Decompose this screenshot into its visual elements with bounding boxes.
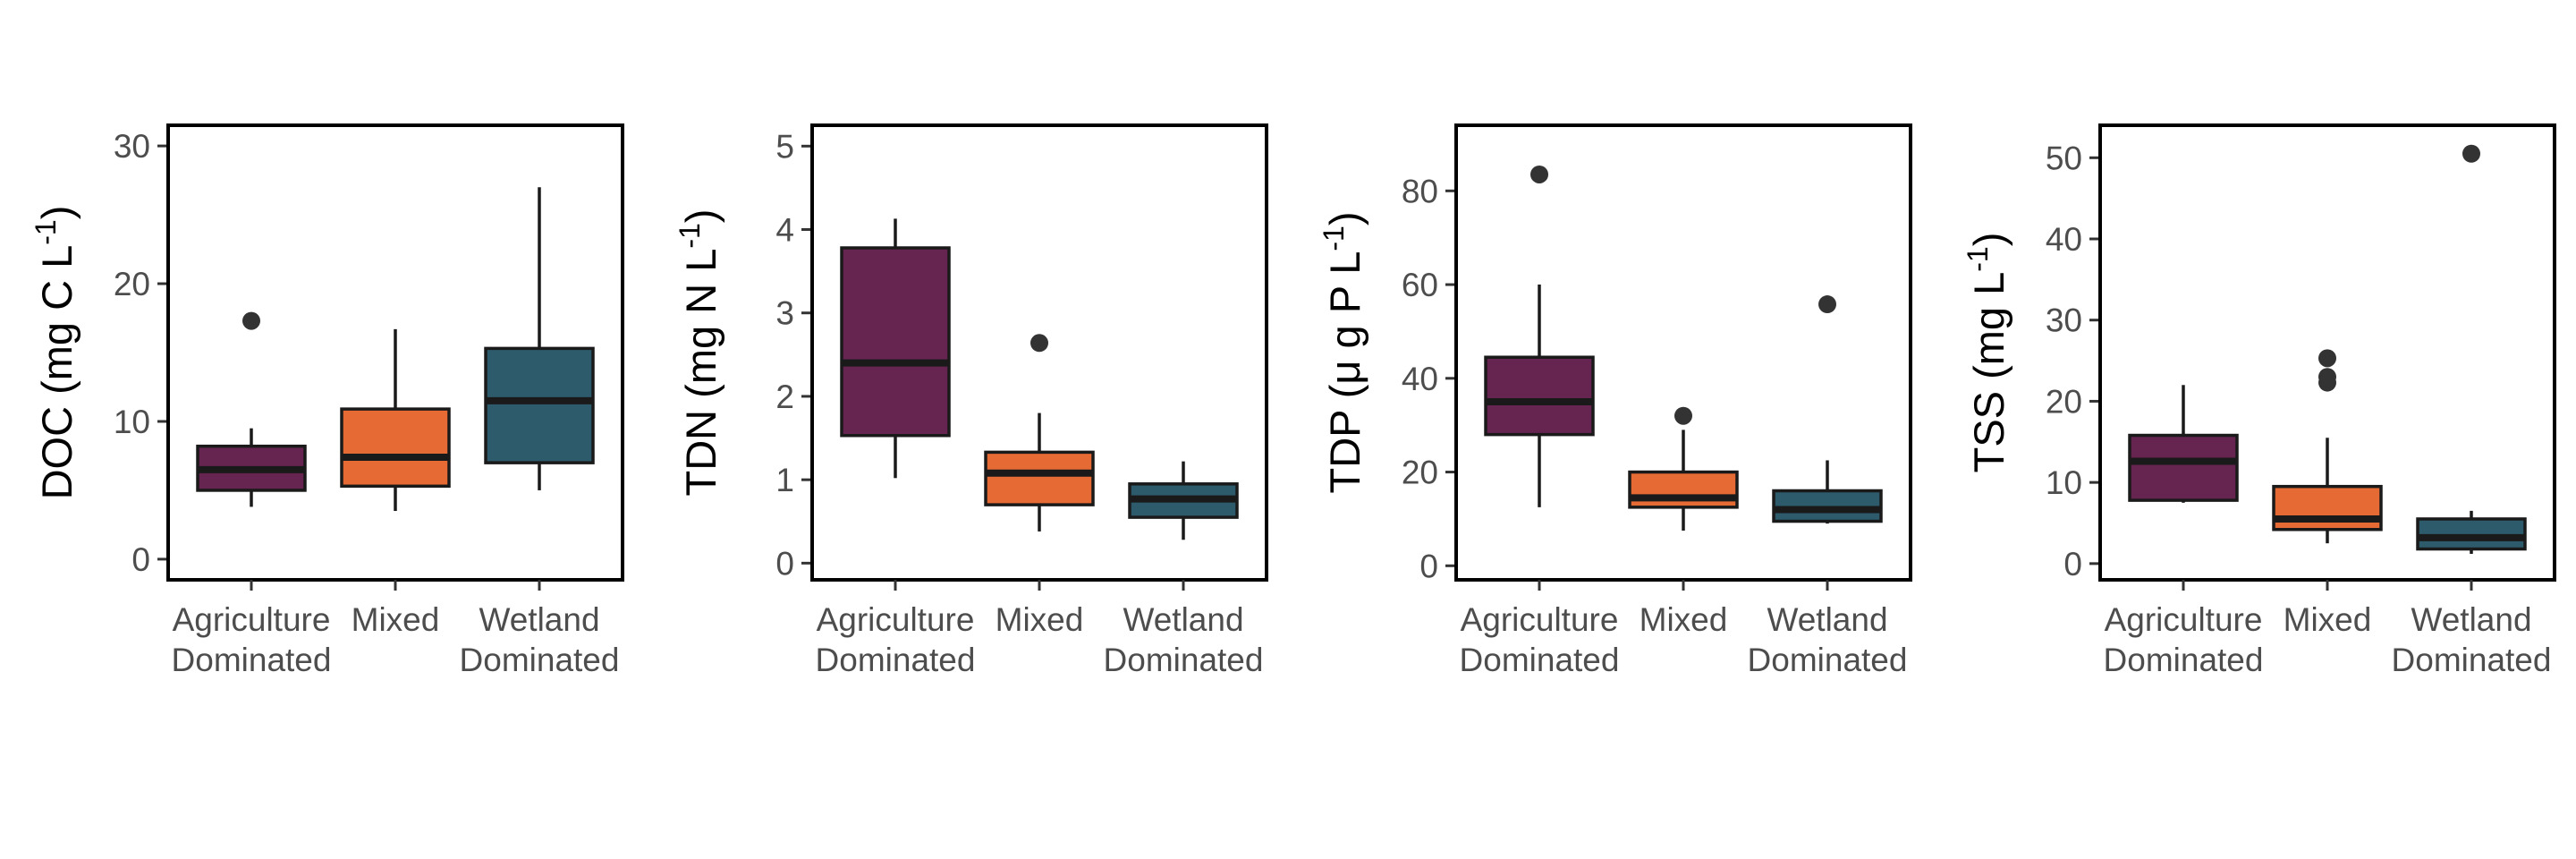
panel-1: 0 10 20 30 Agriculture Dominated Mixed Wetland D…: [30, 123, 624, 678]
outlier-point: [2462, 144, 2480, 163]
outlier-point: [1674, 406, 1692, 425]
iqr-box: [2128, 433, 2239, 502]
box-wetland-dominated: [1772, 295, 1883, 524]
y-axis-title-exponent: -1: [1318, 225, 1350, 251]
x-category-label-line2: Dominated: [1748, 642, 1908, 678]
x-category-label: Wetland: [1123, 601, 1243, 638]
x-category-label: Agriculture: [817, 601, 975, 638]
box-mixed: [2272, 349, 2383, 544]
y-axis-title-exponent: -1: [30, 219, 62, 244]
box-agriculture-dominated: [1484, 165, 1595, 507]
y-axis-title: TDN (mg N L-1): [674, 209, 724, 497]
y-axis-title: DOC (mg C L-1): [30, 206, 80, 500]
outlier-point: [2318, 373, 2336, 392]
y-axis-title-unit: mg L: [1965, 272, 2012, 366]
panel-2: 0 1 2 3 4 5 Agriculture Dominated Mixed Wetland Do…: [674, 123, 1268, 678]
y-tick-label: 0: [131, 541, 150, 578]
iqr-box: [2416, 517, 2527, 551]
y-tick-label: 2: [775, 378, 794, 415]
box-mixed: [1628, 406, 1739, 532]
outlier-point: [2318, 349, 2336, 368]
iqr-box: [840, 246, 951, 438]
y-tick-label: 20: [114, 266, 150, 302]
box-mixed: [984, 334, 1095, 532]
y-axis-title-unit: mg C L: [33, 245, 80, 381]
x-category-label: Wetland: [1767, 601, 1887, 638]
y-axis-title-exponent: -1: [1962, 246, 1994, 271]
outlier-point: [242, 311, 260, 330]
y-tick-label: 0: [2063, 546, 2082, 583]
iqr-box: [484, 346, 595, 464]
x-category-label: Agriculture: [173, 601, 331, 638]
y-tick-label: 0: [1419, 548, 1438, 584]
y-tick-label: 20: [1402, 455, 1438, 491]
iqr-box: [2272, 484, 2383, 532]
box-agriculture-dominated: [196, 311, 307, 507]
y-tick-label: 4: [775, 212, 794, 249]
x-category-label-line2: Dominated: [2392, 642, 2552, 678]
x-category-label: Mixed: [1640, 601, 1728, 638]
x-category-label: Mixed: [2284, 601, 2372, 638]
outlier-point: [1530, 165, 1548, 183]
y-tick-label: 30: [2046, 302, 2082, 339]
x-category-label: Mixed: [352, 601, 440, 638]
y-axis-title: TDP (μ g P L-1): [1318, 211, 1368, 493]
y-axis-title-name: TSS: [1965, 391, 2012, 472]
box-agriculture-dominated: [840, 218, 951, 479]
y-axis-title: TSS (mg L-1): [1962, 233, 2012, 473]
iqr-box: [984, 450, 1095, 506]
y-tick-label: 3: [775, 295, 794, 332]
y-tick-label: 50: [2046, 140, 2082, 176]
x-category-label-line2: Dominated: [2104, 642, 2264, 678]
box-wetland-dominated: [1128, 461, 1239, 540]
y-tick-label: 10: [2046, 464, 2082, 501]
y-axis-title-name: TDP: [1321, 410, 1368, 493]
y-tick-label: 80: [1402, 173, 1438, 209]
x-category-label: Agriculture: [2105, 601, 2263, 638]
y-axis-title-exponent: -1: [674, 223, 706, 248]
x-category-label: Agriculture: [1461, 601, 1619, 638]
x-category-label: Wetland: [2411, 601, 2531, 638]
y-tick-label: 40: [2046, 221, 2082, 258]
y-axis-title-unit: μ g P L: [1321, 251, 1368, 385]
x-category-label: Mixed: [996, 601, 1084, 638]
y-tick-label: 10: [114, 404, 150, 440]
iqr-box: [1628, 470, 1739, 509]
y-tick-label: 20: [2046, 383, 2082, 420]
iqr-box: [340, 407, 451, 489]
x-category-label-line2: Dominated: [460, 642, 620, 678]
y-axis-title-unit: mg N L: [677, 249, 724, 385]
y-tick-label: 30: [114, 128, 150, 165]
y-tick-label: 1: [775, 462, 794, 498]
x-category-label-line2: Dominated: [172, 642, 332, 678]
box-wetland-dominated: [2416, 144, 2527, 554]
box-wetland-dominated: [484, 187, 595, 490]
box-agriculture-dominated: [2128, 385, 2239, 503]
y-axis-title-name: DOC: [33, 406, 80, 499]
y-tick-label: 40: [1402, 361, 1438, 397]
y-tick-label: 5: [775, 128, 794, 165]
x-category-label-line2: Dominated: [816, 642, 976, 678]
y-tick-label: 0: [775, 545, 794, 582]
x-category-label-line2: Dominated: [1460, 642, 1620, 678]
outlier-point: [1030, 334, 1048, 353]
x-category-label: Wetland: [479, 601, 599, 638]
panel-4: 0 10 20 30 40 50 Agriculture Dominated Mixed Wetl…: [1962, 123, 2556, 678]
y-axis-title-name: TDN: [677, 410, 724, 497]
x-category-label-line2: Dominated: [1104, 642, 1264, 678]
iqr-box: [1484, 355, 1595, 437]
y-tick-label: 60: [1402, 267, 1438, 303]
box-mixed: [340, 328, 451, 512]
panel-3: 0 20 40 60 80 Agriculture Dominated Mixed Wetlan…: [1318, 123, 1912, 678]
outlier-point: [1818, 295, 1836, 314]
